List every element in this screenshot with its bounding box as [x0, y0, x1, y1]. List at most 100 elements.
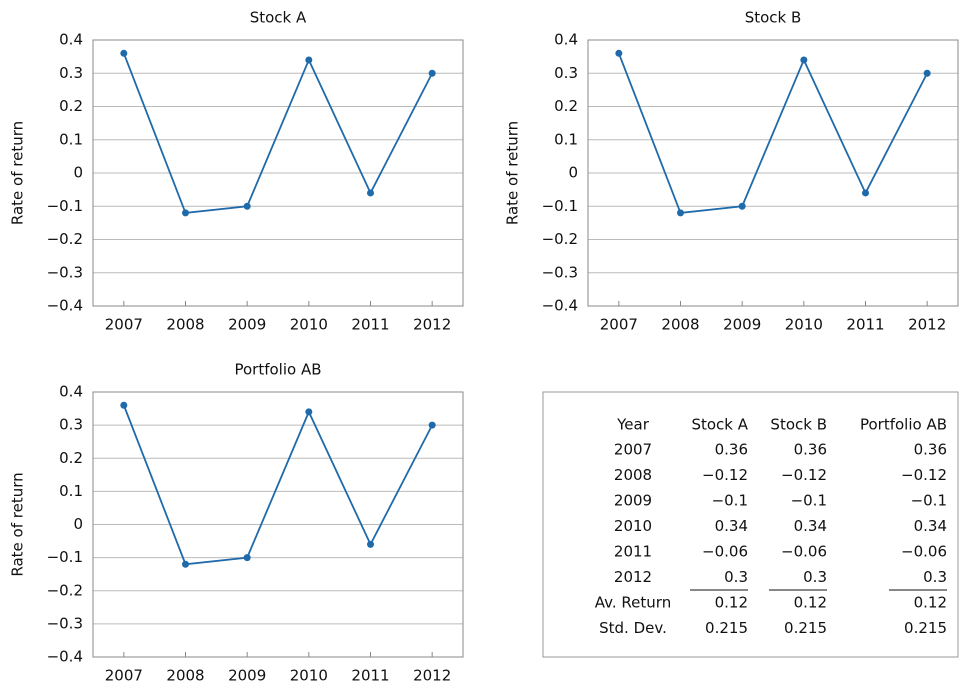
point: [120, 49, 128, 57]
table-cell: 0.3: [923, 568, 947, 586]
table-cell: 0.34: [914, 517, 947, 535]
y-tick-label: −0.4: [542, 297, 578, 315]
point: [182, 560, 189, 568]
y-tick-label: −0.3: [47, 263, 83, 281]
point: [428, 421, 436, 429]
y-tick-label: −0.4: [47, 648, 83, 666]
table-cell: −0.1: [712, 492, 748, 510]
point: [615, 49, 623, 57]
y-tick-label: −0.2: [47, 581, 83, 599]
y-tick-label: 0: [73, 515, 83, 533]
x-tick-label: 2011: [351, 316, 389, 334]
table-cell: 0.36: [715, 441, 748, 459]
table-cell: 2012: [614, 568, 652, 586]
table-cell: 0.34: [715, 517, 748, 535]
point: [182, 209, 189, 217]
x-tick-label: 2010: [785, 316, 823, 334]
chart-title: Stock A: [250, 9, 307, 27]
x-tick-label: 2008: [166, 667, 204, 685]
point: [862, 189, 869, 197]
table-cell: 0.215: [705, 619, 748, 637]
table-header: Year: [616, 416, 650, 434]
chart-title: Stock B: [745, 9, 802, 27]
table-cell: Av. Return: [595, 594, 671, 612]
table-cell: 0.215: [784, 619, 827, 637]
table-cell: −0.12: [702, 466, 748, 484]
table-cell: 0.3: [724, 568, 748, 586]
point: [243, 202, 251, 210]
y-axis-label: Rate of return: [504, 121, 522, 225]
plot-frame: [92, 391, 464, 658]
y-axis-label: Rate of return: [9, 121, 27, 225]
y-tick-label: 0: [568, 164, 578, 182]
table-cell: −0.06: [702, 543, 748, 561]
table-box: [542, 391, 959, 658]
point: [738, 202, 746, 210]
point: [428, 69, 436, 77]
y-tick-label: −0.3: [47, 614, 83, 632]
y-tick-label: 0.3: [59, 64, 83, 82]
y-tick-label: 0.4: [59, 31, 83, 49]
y-tick-label: 0.2: [554, 97, 578, 115]
point: [120, 401, 128, 409]
table-cell: −0.06: [901, 543, 947, 561]
table-header: Stock A: [691, 416, 748, 434]
chart-title: Portfolio AB: [234, 361, 321, 379]
point: [367, 540, 374, 548]
y-tick-label: 0.1: [59, 482, 83, 500]
table-cell: 0.12: [715, 594, 748, 612]
y-tick-label: 0.4: [554, 31, 578, 49]
table-cell: 0.34: [794, 517, 827, 535]
table-cell: 2011: [614, 543, 652, 561]
table-header: Stock B: [770, 416, 827, 434]
y-tick-label: 0.2: [59, 97, 83, 115]
table-cell: −0.12: [781, 466, 827, 484]
plot-frame: [92, 39, 464, 307]
point: [800, 56, 808, 64]
table-cell: 2010: [614, 517, 652, 535]
y-tick-label: −0.4: [47, 297, 83, 315]
y-axis-label: Rate of return: [9, 472, 27, 576]
point: [305, 408, 313, 416]
table-cell: 2007: [614, 441, 652, 459]
x-tick-label: 2012: [413, 667, 451, 685]
y-tick-label: −0.1: [542, 197, 578, 215]
table-cell: −0.06: [781, 543, 827, 561]
y-tick-label: −0.1: [47, 548, 83, 566]
y-tick-label: −0.2: [47, 230, 83, 248]
x-tick-label: 2010: [290, 667, 328, 685]
line: [617, 52, 928, 214]
table-cell: −0.1: [791, 492, 827, 510]
x-tick-label: 2010: [290, 316, 328, 334]
y-tick-label: 0.2: [59, 449, 83, 467]
point: [923, 69, 931, 77]
point: [367, 189, 374, 197]
x-tick-label: 2009: [228, 667, 266, 685]
table-cell: Std. Dev.: [599, 619, 667, 637]
table-cell: 2008: [614, 466, 652, 484]
x-tick-label: 2008: [166, 316, 204, 334]
table-cell: 0.3: [803, 568, 827, 586]
y-tick-label: −0.2: [542, 230, 578, 248]
y-tick-label: −0.3: [542, 263, 578, 281]
y-tick-label: 0: [73, 164, 83, 182]
x-tick-label: 2007: [105, 316, 143, 334]
point: [305, 56, 313, 64]
x-tick-label: 2009: [723, 316, 761, 334]
x-tick-label: 2009: [228, 316, 266, 334]
table-cell: −0.12: [901, 466, 947, 484]
table-header: Portfolio AB: [860, 416, 947, 434]
x-tick-label: 2008: [661, 316, 699, 334]
x-tick-label: 2011: [351, 667, 389, 685]
y-tick-label: 0.3: [59, 416, 83, 434]
table-cell: −0.1: [911, 492, 947, 510]
x-tick-label: 2011: [846, 316, 884, 334]
x-tick-label: 2007: [105, 667, 143, 685]
point: [677, 209, 684, 217]
y-tick-label: 0.4: [59, 383, 83, 401]
x-tick-label: 2007: [600, 316, 638, 334]
plot-frame: [587, 39, 959, 307]
table-cell: 0.36: [794, 441, 827, 459]
